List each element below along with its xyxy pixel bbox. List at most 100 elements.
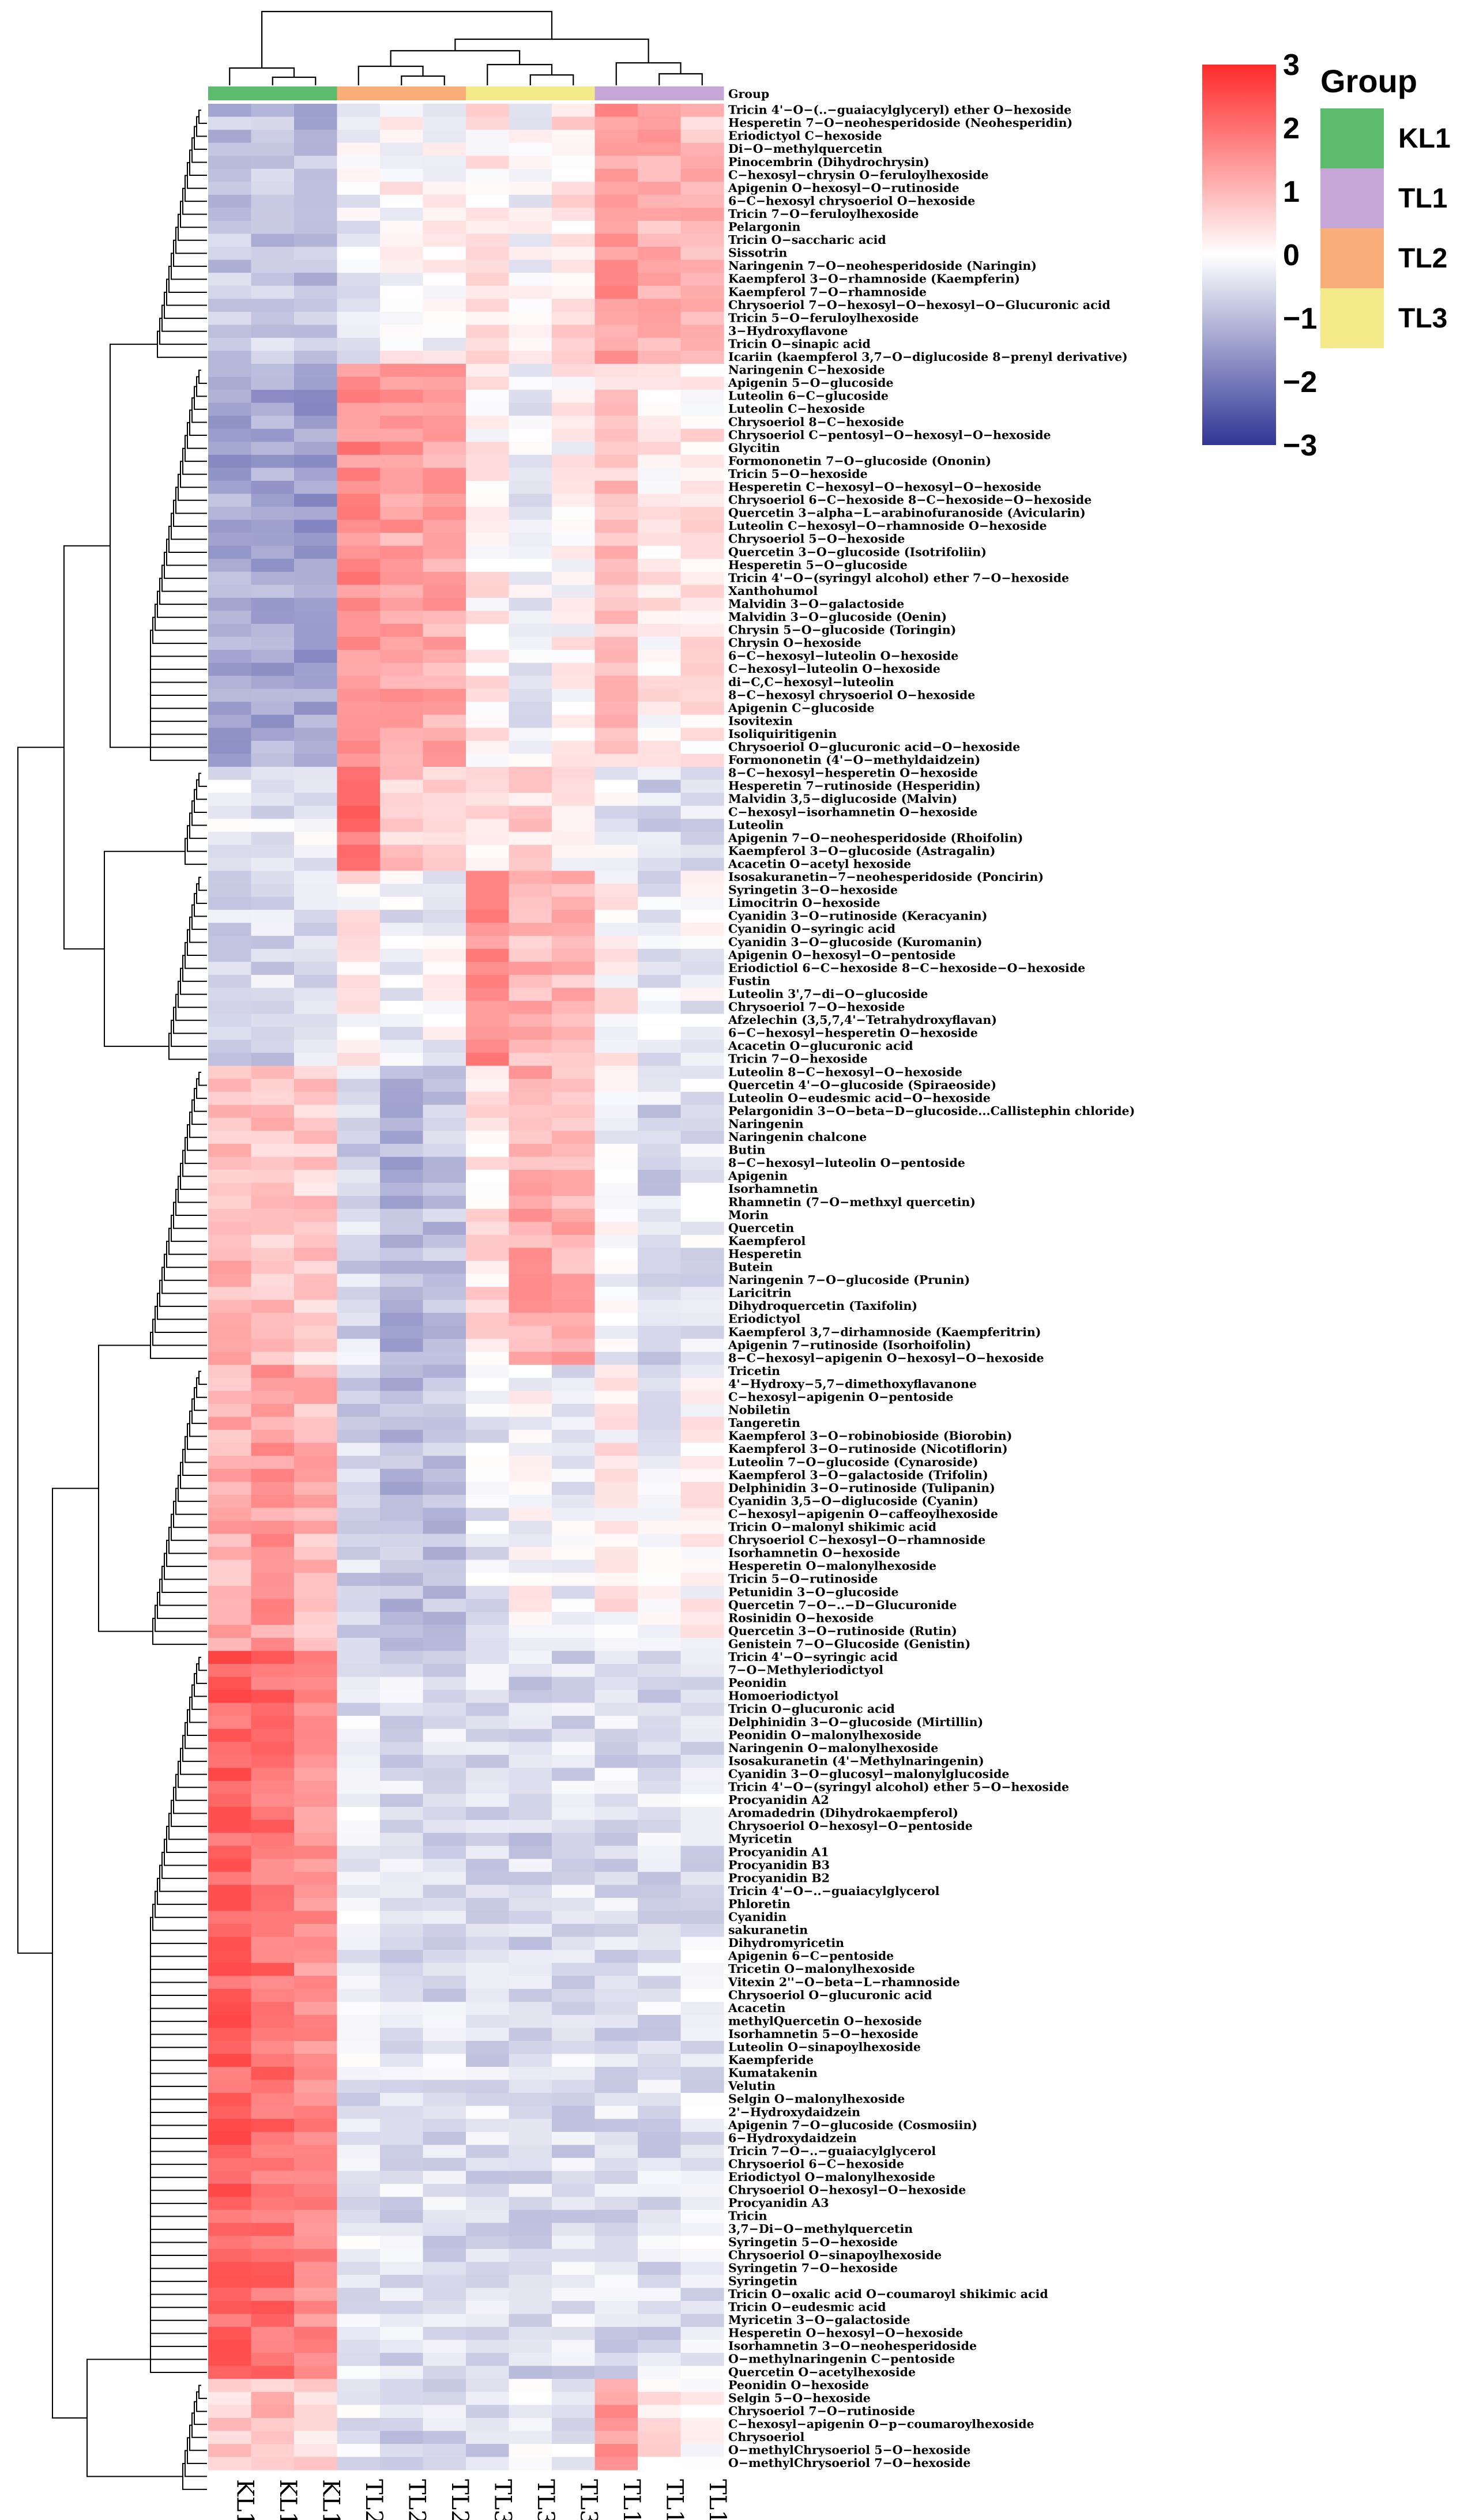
heatmap-cell bbox=[380, 1144, 424, 1158]
heatmap-cell bbox=[638, 1820, 682, 1833]
heatmap-cell bbox=[208, 1299, 252, 1313]
heatmap-cell bbox=[208, 2040, 252, 2055]
heatmap-cell bbox=[294, 1664, 338, 1678]
heatmap-cell bbox=[594, 2171, 638, 2184]
color-scale-tick: −2 bbox=[1283, 366, 1317, 399]
row-label: Tricin O−malonyl shikimic acid bbox=[728, 1520, 936, 1534]
heatmap-cell bbox=[423, 754, 466, 767]
heatmap-cell bbox=[638, 428, 682, 442]
dendrogram-branch bbox=[196, 2391, 207, 2412]
heatmap-cell bbox=[251, 1404, 295, 1418]
heatmap-cell bbox=[509, 1651, 552, 1664]
heatmap-cell bbox=[380, 1754, 424, 1768]
heatmap-cell bbox=[423, 2288, 466, 2301]
heatmap-cell bbox=[251, 559, 295, 572]
heatmap-cell bbox=[466, 1365, 510, 1378]
heatmap-cell bbox=[337, 351, 381, 364]
heatmap-cell bbox=[423, 2040, 466, 2055]
heatmap-cell bbox=[251, 156, 295, 169]
heatmap-cell bbox=[208, 910, 252, 924]
heatmap-cell bbox=[466, 1716, 510, 1730]
heatmap-cell bbox=[294, 390, 338, 404]
heatmap-cell bbox=[423, 1547, 466, 1561]
heatmap-cell bbox=[466, 1520, 510, 1535]
heatmap-cell bbox=[552, 688, 596, 702]
heatmap-cell bbox=[638, 2131, 682, 2145]
heatmap-cell bbox=[552, 259, 596, 273]
heatmap-cell bbox=[509, 233, 552, 247]
heatmap-cell bbox=[594, 1287, 638, 1301]
heatmap-cell bbox=[594, 1897, 638, 1912]
heatmap-cell bbox=[466, 1547, 510, 1561]
heatmap-cell bbox=[552, 2444, 596, 2458]
heatmap-cell bbox=[466, 428, 510, 442]
heatmap-cell bbox=[208, 1728, 252, 1742]
heatmap-cell bbox=[380, 2431, 424, 2444]
heatmap-cell bbox=[552, 1742, 596, 1756]
heatmap-cell bbox=[294, 819, 338, 833]
heatmap-cell bbox=[509, 779, 552, 793]
heatmap-cell bbox=[638, 402, 682, 416]
heatmap-cell bbox=[251, 2262, 295, 2276]
heatmap-cell bbox=[552, 1234, 596, 1248]
heatmap-cell bbox=[337, 871, 381, 884]
heatmap-cell bbox=[208, 1780, 252, 1795]
heatmap-cell bbox=[208, 2236, 252, 2250]
heatmap-cell bbox=[466, 1573, 510, 1587]
heatmap-cell bbox=[380, 1664, 424, 1678]
heatmap-cell bbox=[380, 1014, 424, 1027]
heatmap-cell bbox=[680, 793, 724, 807]
heatmap-cell bbox=[423, 1780, 466, 1795]
heatmap-cell bbox=[594, 1404, 638, 1418]
heatmap-cell bbox=[509, 1248, 552, 1261]
heatmap-cell bbox=[337, 2391, 381, 2405]
heatmap-cell bbox=[552, 1404, 596, 1418]
heatmap-cell bbox=[294, 884, 338, 898]
heatmap-cell bbox=[594, 1000, 638, 1015]
heatmap-cell bbox=[380, 1313, 424, 1327]
heatmap-cell bbox=[208, 2145, 252, 2159]
column-label: KL1b bbox=[317, 2479, 344, 2520]
heatmap-cell bbox=[638, 650, 682, 664]
heatmap-cell bbox=[638, 2248, 682, 2262]
heatmap-cell bbox=[466, 142, 510, 156]
heatmap-cell bbox=[380, 988, 424, 1001]
heatmap-cell bbox=[594, 1547, 638, 1561]
heatmap-cell bbox=[594, 2431, 638, 2444]
heatmap-cell bbox=[208, 1768, 252, 1781]
heatmap-cell bbox=[251, 247, 295, 261]
heatmap-cell bbox=[466, 1780, 510, 1795]
heatmap-cell bbox=[680, 2314, 724, 2327]
heatmap-cell bbox=[337, 1950, 381, 1964]
heatmap-cell bbox=[552, 273, 596, 287]
heatmap-cell bbox=[251, 1833, 295, 1847]
heatmap-cell bbox=[251, 2105, 295, 2119]
heatmap-cell bbox=[208, 1039, 252, 1053]
heatmap-cell bbox=[380, 351, 424, 364]
heatmap-cell bbox=[208, 2314, 252, 2327]
heatmap-cell bbox=[294, 1105, 338, 1118]
row-label: Butin bbox=[728, 1143, 765, 1157]
heatmap-cell bbox=[294, 325, 338, 338]
heatmap-cell bbox=[680, 559, 724, 572]
heatmap-cell bbox=[466, 2210, 510, 2224]
heatmap-cell bbox=[294, 1027, 338, 1041]
heatmap-cell bbox=[466, 1728, 510, 1742]
heatmap-cell bbox=[509, 1325, 552, 1339]
heatmap-cell bbox=[337, 1599, 381, 1613]
heatmap-cell bbox=[294, 624, 338, 638]
heatmap-cell bbox=[380, 1117, 424, 1132]
heatmap-cell bbox=[380, 325, 424, 338]
heatmap-cell bbox=[380, 2327, 424, 2341]
heatmap-cell bbox=[638, 2080, 682, 2093]
heatmap-cell bbox=[466, 104, 510, 118]
heatmap-cell bbox=[208, 2391, 252, 2405]
heatmap-cell bbox=[594, 1494, 638, 1508]
heatmap-cell bbox=[466, 2067, 510, 2081]
heatmap-cell bbox=[680, 1547, 724, 1561]
heatmap-cell bbox=[680, 1677, 724, 1690]
row-label: Luteolin C−hexosyl−O−rhamnoside O−hexosi… bbox=[728, 519, 1047, 533]
heatmap-cell bbox=[251, 299, 295, 312]
heatmap-cell bbox=[380, 2288, 424, 2301]
heatmap-cell bbox=[552, 2327, 596, 2341]
